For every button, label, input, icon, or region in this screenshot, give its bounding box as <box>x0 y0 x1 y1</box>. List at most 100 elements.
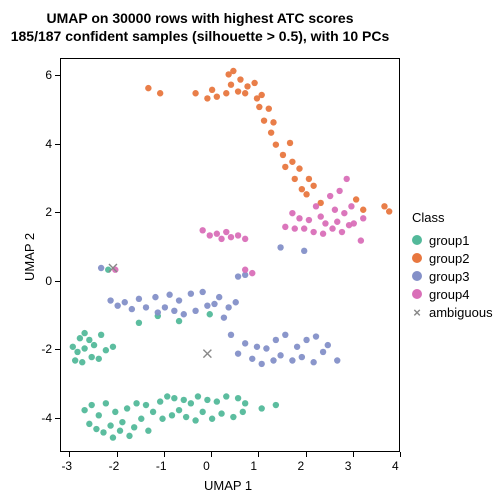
data-point <box>88 354 94 360</box>
data-point <box>133 400 139 406</box>
data-point <box>157 398 163 404</box>
data-point <box>181 397 187 403</box>
data-point <box>214 398 220 404</box>
data-point <box>228 81 234 87</box>
data-point <box>204 95 210 101</box>
data-point <box>329 225 335 231</box>
data-point <box>282 332 288 338</box>
data-point <box>270 357 276 363</box>
x-tick-label: 3 <box>345 459 352 473</box>
data-point <box>155 309 161 315</box>
x-tick-label: -2 <box>109 459 120 473</box>
data-point <box>360 215 366 221</box>
data-point <box>306 217 312 223</box>
data-point <box>296 215 302 221</box>
data-point <box>381 203 387 209</box>
legend-swatch <box>412 253 422 263</box>
data-point <box>268 129 274 135</box>
data-point <box>360 207 366 213</box>
legend-swatch <box>412 235 422 245</box>
data-point <box>242 90 248 96</box>
legend-title: Class <box>412 210 493 225</box>
data-point <box>145 428 151 434</box>
data-point <box>192 90 198 96</box>
data-point <box>325 342 331 348</box>
data-point <box>292 225 298 231</box>
data-point <box>353 196 359 202</box>
data-point <box>258 405 264 411</box>
data-point <box>110 344 116 350</box>
data-point <box>164 393 170 399</box>
data-point <box>240 409 246 415</box>
data-point <box>299 354 305 360</box>
data-point <box>289 357 295 363</box>
legend-item: group1 <box>412 231 493 249</box>
data-point <box>289 159 295 165</box>
data-point <box>223 393 229 399</box>
data-point <box>70 344 76 350</box>
data-point <box>254 344 260 350</box>
data-point <box>88 402 94 408</box>
data-point <box>126 433 132 439</box>
y-tick-label: 2 <box>45 205 52 219</box>
data-point <box>303 191 309 197</box>
legend-label: ambiguous <box>429 305 493 320</box>
data-point <box>209 87 215 93</box>
data-point <box>282 164 288 170</box>
data-point <box>218 410 224 416</box>
data-point <box>216 294 222 300</box>
data-point <box>273 337 279 343</box>
data-point <box>107 422 113 428</box>
data-point <box>235 395 241 401</box>
plot-area <box>60 58 400 452</box>
data-point <box>162 304 168 310</box>
legend-label: group2 <box>429 251 469 266</box>
data-point <box>122 299 128 305</box>
data-point <box>258 361 264 367</box>
data-point <box>301 225 307 231</box>
data-point <box>242 340 248 346</box>
legend-label: group1 <box>429 233 469 248</box>
legend-label: group4 <box>429 287 469 302</box>
data-point <box>103 347 109 353</box>
legend-swatch <box>412 289 422 299</box>
data-point <box>327 193 333 199</box>
data-point <box>277 244 283 250</box>
data-point <box>341 210 347 216</box>
data-point <box>143 304 149 310</box>
data-point <box>235 273 241 279</box>
data-point <box>306 176 312 182</box>
legend-items: group1group2group3group4×ambiguous <box>412 231 493 321</box>
data-point <box>242 267 248 273</box>
chart-root: { "title_line1": "UMAP on 30000 rows wit… <box>0 0 504 504</box>
data-point <box>171 308 177 314</box>
data-point <box>334 357 340 363</box>
data-point <box>150 409 156 415</box>
data-point <box>351 220 357 226</box>
data-point <box>273 141 279 147</box>
data-point <box>77 335 83 341</box>
data-point <box>86 421 92 427</box>
data-point <box>171 395 177 401</box>
data-point <box>138 416 144 422</box>
title-line-2: 185/187 confident samples (silhouette > … <box>0 28 400 46</box>
data-point-ambiguous <box>203 350 211 358</box>
data-point <box>199 409 205 415</box>
y-axis-label: UMAP 2 <box>22 233 37 281</box>
data-point <box>81 345 87 351</box>
data-point <box>74 349 80 355</box>
data-point <box>119 419 125 425</box>
y-tick-label: 4 <box>45 137 52 151</box>
data-point <box>176 407 182 413</box>
data-point <box>282 224 288 230</box>
data-point <box>310 359 316 365</box>
data-point <box>242 236 248 242</box>
data-point <box>199 227 205 233</box>
legend-item: ×ambiguous <box>412 303 493 321</box>
data-point <box>348 203 354 209</box>
data-point <box>228 234 234 240</box>
data-point <box>320 349 326 355</box>
data-point <box>204 302 210 308</box>
data-point <box>93 426 99 432</box>
y-tick-label: 6 <box>45 68 52 82</box>
